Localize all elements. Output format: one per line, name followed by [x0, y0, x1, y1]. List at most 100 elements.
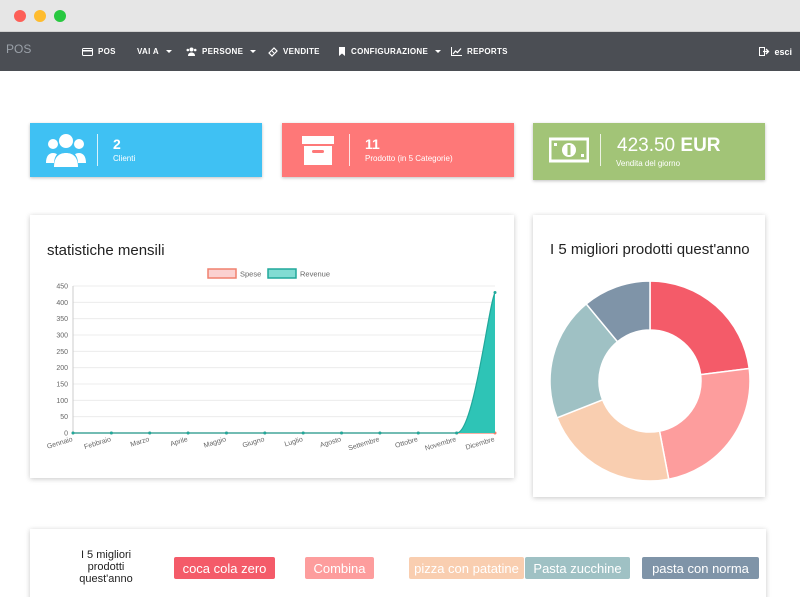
bookmark-icon	[339, 47, 345, 56]
y-tick-label: 350	[56, 316, 68, 323]
nav-item-label: POS	[98, 47, 116, 56]
data-point-revenue	[71, 431, 75, 435]
minimize-window-button[interactable]	[34, 10, 46, 22]
stat-divider	[600, 134, 601, 166]
archive-icon	[302, 136, 334, 165]
product-pill-pizza-con-patatine[interactable]: pizza con patatine	[409, 557, 524, 579]
y-tick-label: 150	[56, 382, 68, 389]
y-tick-label: 100	[56, 398, 68, 405]
data-point-revenue	[186, 431, 190, 435]
y-tick-label: 450	[56, 284, 68, 291]
products-label: Prodotto (in 5 Categorie)	[365, 154, 453, 163]
x-tick-label: Dicembre	[465, 436, 496, 451]
donut-slice-coca-cola-zero	[649, 280, 751, 376]
monthly-stats-title: statistiche mensili	[47, 242, 165, 259]
x-tick-label: Agosto	[319, 436, 342, 449]
sales-currency: EUR	[680, 135, 721, 156]
nav-item-label: PERSONE	[202, 47, 244, 56]
sales-label: Vendita del giorno	[616, 159, 681, 168]
donut-slice-pizza-con-patatine	[556, 398, 670, 482]
legend-swatch-spese	[207, 268, 237, 279]
sales-amount: 423.50 EUR	[617, 136, 721, 156]
y-tick-label: 50	[60, 414, 68, 421]
top-products-list-title: I 5 migliori prodotti quest'anno	[79, 549, 133, 585]
maximize-window-button[interactable]	[54, 10, 66, 22]
nav-item-label: VAI A	[137, 47, 159, 56]
legend-swatch-revenue	[267, 268, 297, 279]
product-pill-coca-cola-zero[interactable]: coca cola zero	[174, 557, 275, 579]
stat-card-clients[interactable]: 2 Clienti	[30, 123, 262, 177]
clients-label: Clienti	[113, 154, 136, 163]
x-tick-label: Gennaio	[46, 436, 73, 450]
nav-item-configurazione[interactable]: CONFIGURAZIONE	[338, 32, 442, 71]
x-tick-label: Settembre	[348, 436, 381, 452]
brand-logo[interactable]: POS	[6, 42, 32, 56]
nav-item-persone[interactable]: PERSONE	[186, 32, 257, 71]
top-products-donut-chart[interactable]	[533, 215, 765, 497]
chevron-down-icon	[250, 50, 257, 53]
stat-divider	[97, 134, 98, 166]
sales-value: 423.50	[617, 135, 676, 156]
x-tick-label: Marzo	[130, 436, 151, 448]
x-tick-label: Maggio	[203, 436, 227, 449]
x-tick-label: Ottobre	[394, 436, 418, 450]
x-tick-label: Luglio	[284, 436, 304, 448]
nav-item-pos[interactable]: POS	[82, 32, 116, 71]
data-point-revenue	[301, 431, 305, 435]
y-tick-label: 400	[56, 300, 68, 307]
sign-out-icon	[759, 47, 770, 56]
legend-label-revenue: Revenue	[300, 270, 330, 279]
chevron-down-icon	[435, 50, 442, 53]
x-tick-label: Giugno	[242, 436, 266, 449]
data-point-revenue	[455, 431, 459, 435]
y-tick-label: 250	[56, 349, 68, 356]
series-line-revenue	[73, 292, 496, 434]
window-titlebar	[0, 0, 800, 32]
credit-card-icon	[82, 47, 93, 56]
y-tick-label: 0	[64, 431, 68, 438]
x-tick-label: Aprile	[170, 436, 189, 448]
monthly-stats-panel: statistiche mensili 0 50 100 150 200 250 300 35…	[30, 215, 514, 478]
stat-divider	[349, 134, 350, 166]
y-tick-label: 200	[56, 365, 68, 372]
data-point-revenue	[148, 431, 152, 435]
ticket-icon	[268, 46, 278, 57]
line-chart-icon	[451, 47, 462, 56]
top-products-title: I 5 migliori prodotti quest'anno	[550, 241, 750, 258]
legend-label-spese: Spese	[240, 270, 261, 279]
donut-slice-pasta-zucchine	[549, 302, 619, 419]
logout-button[interactable]: esci	[759, 32, 792, 71]
products-count: 11	[365, 136, 380, 152]
donut-slice-combina	[658, 367, 751, 481]
data-point-revenue	[493, 291, 497, 295]
monthly-area-chart[interactable]: 0 50 100 150 200 250 300 350 400 450 Gennaio Febbra…	[30, 215, 514, 478]
y-tick-label: 300	[56, 333, 68, 340]
chevron-down-icon	[165, 50, 172, 53]
product-pill-pasta-zucchine[interactable]: Pasta zucchine	[525, 557, 630, 579]
data-point-revenue	[263, 431, 267, 435]
data-point-revenue	[416, 431, 420, 435]
users-icon	[186, 47, 197, 56]
clients-count: 2	[113, 136, 121, 152]
nav-item-label: CONFIGURAZIONE	[351, 47, 429, 56]
series-area-revenue	[73, 292, 495, 433]
nav-item-vendite[interactable]: VENDITE	[268, 32, 320, 71]
data-point-revenue	[224, 431, 228, 435]
stat-card-sales[interactable]: 423.50 EUR Vendita del giorno	[533, 123, 765, 180]
nav-item-label: REPORTS	[467, 47, 508, 56]
money-icon	[549, 137, 589, 163]
x-tick-label: Novembre	[424, 436, 457, 452]
nav-item-reports[interactable]: REPORTS	[451, 32, 508, 71]
x-tick-label: Febbraio	[83, 436, 112, 451]
top-products-panel: I 5 migliori prodotti quest'anno	[533, 215, 765, 497]
close-window-button[interactable]	[14, 10, 26, 22]
product-pill-combina[interactable]: Combina	[305, 557, 374, 579]
logout-label: esci	[774, 46, 792, 57]
data-point-revenue	[109, 431, 113, 435]
stat-card-products[interactable]: 11 Prodotto (in 5 Categorie)	[282, 123, 514, 177]
product-pill-pasta-con-norma[interactable]: pasta con norma	[642, 557, 759, 579]
nav-item-label: VENDITE	[283, 47, 320, 56]
nav-item-vai-a[interactable]: VAI A	[137, 32, 172, 71]
data-point-revenue	[378, 431, 382, 435]
users-icon	[46, 134, 86, 167]
